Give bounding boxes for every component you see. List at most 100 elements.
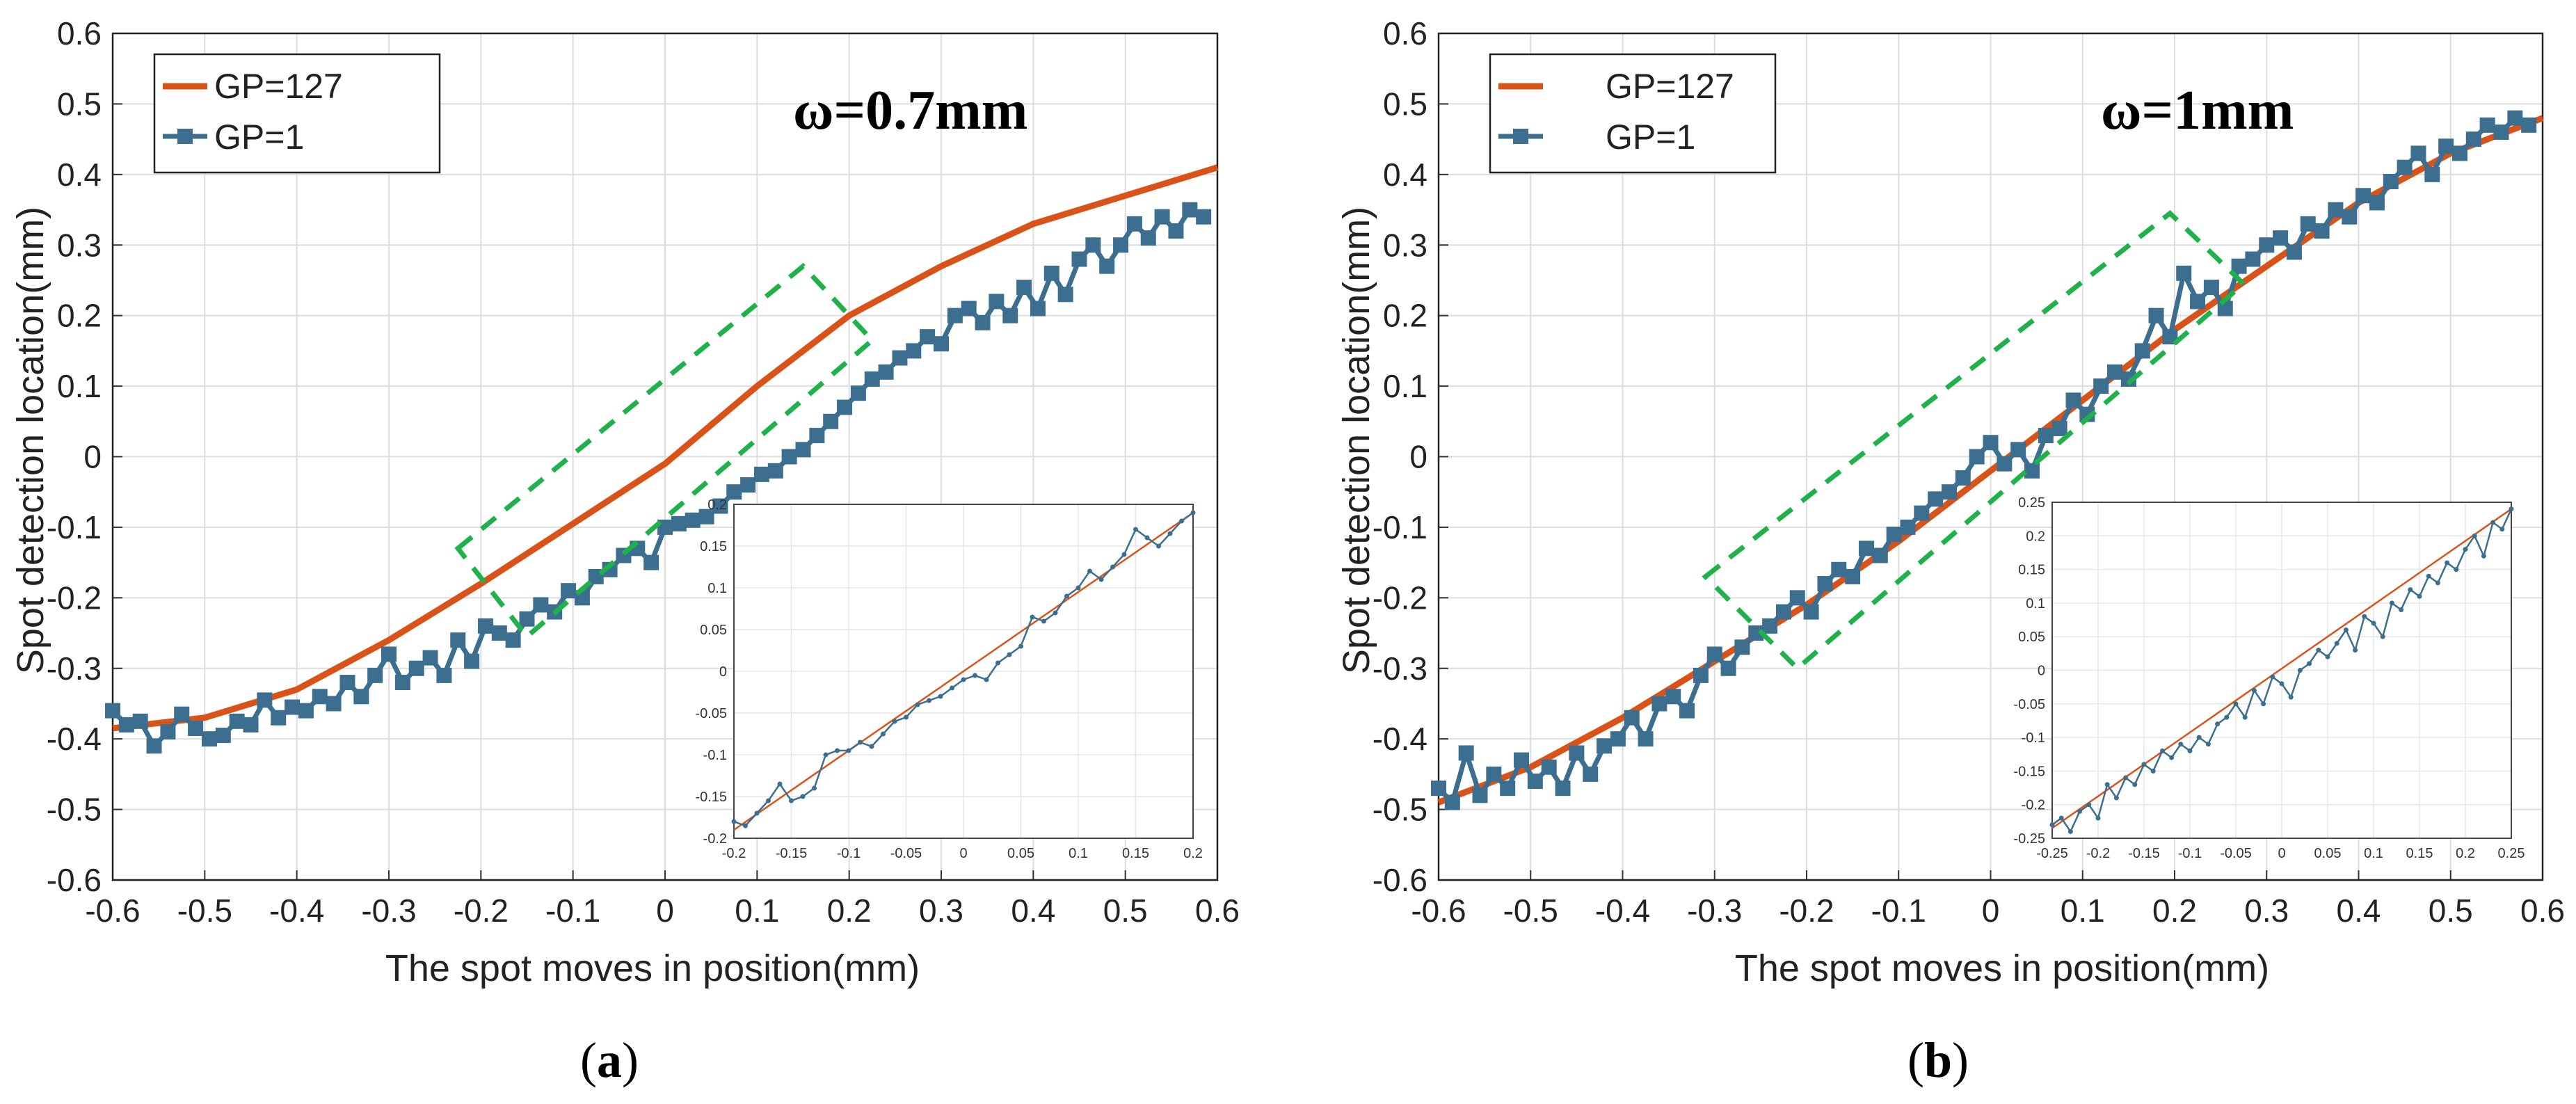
y-tick-label: 0.3 bbox=[57, 227, 102, 263]
inset-data-point-gp1 bbox=[2490, 520, 2496, 525]
data-point-gp1 bbox=[671, 515, 687, 531]
data-point-gp1 bbox=[1775, 604, 1791, 620]
data-point-gp1 bbox=[920, 329, 936, 345]
inset-x-tick-label: -0.1 bbox=[837, 846, 861, 861]
inset-x-tick-label: 0.2 bbox=[1183, 846, 1203, 861]
data-point-gp1 bbox=[726, 484, 742, 500]
data-point-gp1 bbox=[947, 307, 963, 323]
inset-data-point-gp1 bbox=[2399, 607, 2404, 613]
x-tick-label: -0.3 bbox=[1687, 893, 1742, 929]
data-point-gp1 bbox=[1831, 561, 1847, 577]
inset-data-point-gp1 bbox=[2132, 782, 2138, 787]
data-point-gp1 bbox=[934, 336, 949, 352]
y-tick-label: -0.1 bbox=[47, 509, 102, 545]
y-tick-label: 0.6 bbox=[57, 15, 102, 51]
data-point-gp1 bbox=[1693, 667, 1709, 683]
y-tick-label: 0.1 bbox=[57, 368, 102, 404]
y-tick-label: 0.5 bbox=[57, 86, 102, 122]
x-tick-label: -0.5 bbox=[1503, 893, 1558, 929]
inset-data-point-gp1 bbox=[1053, 610, 1058, 616]
data-point-gp1 bbox=[837, 399, 853, 415]
data-point-gp1 bbox=[2493, 124, 2509, 140]
data-point-gp1 bbox=[505, 632, 521, 648]
x-axis-label: The spot moves in position(mm) bbox=[1735, 947, 2269, 989]
data-point-gp1 bbox=[118, 717, 134, 733]
data-point-gp1 bbox=[1016, 280, 1032, 296]
x-tick-label: -0.6 bbox=[85, 893, 140, 929]
y-tick-label: 0.6 bbox=[1383, 15, 1427, 51]
data-point-gp1 bbox=[1444, 794, 1460, 810]
y-tick-label: 0.4 bbox=[1383, 157, 1427, 193]
data-point-gp1 bbox=[326, 696, 342, 712]
data-point-gp1 bbox=[878, 364, 894, 380]
y-tick-label: -0.4 bbox=[47, 721, 102, 757]
data-point-gp1 bbox=[561, 583, 577, 599]
data-point-gp1 bbox=[243, 717, 259, 733]
data-point-gp1 bbox=[1514, 752, 1530, 768]
inset-data-point-gp1 bbox=[812, 785, 817, 791]
data-point-gp1 bbox=[1789, 590, 1805, 606]
y-tick-label: -0.1 bbox=[1373, 509, 1427, 545]
inset-data-point-gp1 bbox=[1064, 593, 1069, 599]
inset-data-point-gp1 bbox=[800, 794, 806, 799]
inset-data-point-gp1 bbox=[904, 714, 909, 720]
inset-y-tick-label: 0.15 bbox=[2018, 563, 2045, 578]
inset-data-point-gp1 bbox=[2472, 533, 2477, 538]
inset-data-point-gp1 bbox=[961, 677, 966, 682]
data-point-gp1 bbox=[1071, 251, 1087, 267]
data-point-gp1 bbox=[2410, 145, 2426, 161]
inset-data-point-gp1 bbox=[2463, 547, 2468, 552]
inset-data-point-gp1 bbox=[1087, 568, 1092, 574]
inset-x-tick-label: -0.15 bbox=[2128, 846, 2160, 861]
data-point-gp1 bbox=[188, 720, 204, 736]
inset-data-point-gp1 bbox=[1007, 652, 1012, 657]
inset-data-point-gp1 bbox=[869, 744, 874, 749]
inset-data-point-gp1 bbox=[2196, 735, 2202, 740]
inset-data-point-gp1 bbox=[1179, 518, 1184, 524]
legend-entry-gp127: GP=127 bbox=[214, 67, 343, 106]
data-point-gp1 bbox=[2300, 216, 2316, 232]
data-point-gp1 bbox=[2328, 202, 2344, 218]
plot-frame bbox=[1437, 32, 2544, 881]
x-tick-label: 0 bbox=[1982, 893, 2000, 929]
inset-y-tick-label: -0.2 bbox=[2022, 798, 2045, 813]
inset-data-point-gp1 bbox=[2426, 573, 2431, 579]
data-point-gp1 bbox=[1638, 731, 1654, 747]
inset-data-point-gp1 bbox=[1133, 527, 1138, 532]
data-point-gp1 bbox=[1597, 738, 1613, 754]
inset-y-tick-label: 0.15 bbox=[700, 539, 727, 554]
inset-data-point-gp1 bbox=[2454, 567, 2459, 573]
inset-data-point-gp1 bbox=[938, 694, 943, 699]
x-tick-label: 0.3 bbox=[919, 893, 963, 929]
data-point-gp1 bbox=[989, 294, 1005, 310]
inset-x-tick-label: 0.25 bbox=[2498, 846, 2525, 861]
inset-x-tick-label: -0.2 bbox=[722, 846, 746, 861]
x-tick-label: -0.3 bbox=[361, 893, 416, 929]
y-axis-label: Spot detection location(mm) bbox=[10, 207, 51, 674]
inset-y-tick-label: -0.1 bbox=[2022, 730, 2045, 746]
inset-data-point-gp1 bbox=[777, 781, 783, 787]
data-point-gp1 bbox=[1983, 435, 1999, 451]
data-point-gp1 bbox=[1431, 781, 1446, 797]
inset-data-point-gp1 bbox=[927, 698, 931, 703]
inset-data-point-gp1 bbox=[973, 673, 977, 678]
data-point-gp1 bbox=[850, 385, 866, 401]
data-point-gp1 bbox=[132, 713, 148, 729]
x-tick-label: 0.6 bbox=[2520, 893, 2565, 929]
inset-x-tick-label: 0.1 bbox=[2364, 846, 2383, 861]
inset-data-point-gp1 bbox=[2187, 748, 2193, 753]
inset-data-point-gp1 bbox=[2150, 768, 2156, 774]
x-tick-label: 0.2 bbox=[827, 893, 872, 929]
data-point-gp1 bbox=[1817, 576, 1833, 592]
data-point-gp1 bbox=[1085, 237, 1101, 253]
y-tick-label: -0.2 bbox=[47, 579, 102, 616]
inset-data-point-gp1 bbox=[2362, 614, 2367, 619]
data-point-gp1 bbox=[450, 632, 466, 648]
data-point-gp1 bbox=[2148, 307, 2164, 323]
data-point-gp1 bbox=[795, 442, 811, 458]
data-point-gp1 bbox=[2397, 159, 2413, 175]
y-tick-label: 0 bbox=[1409, 439, 1427, 475]
inset-data-point-gp1 bbox=[2095, 815, 2101, 821]
data-point-gp1 bbox=[464, 653, 480, 669]
data-point-gp1 bbox=[685, 512, 701, 528]
